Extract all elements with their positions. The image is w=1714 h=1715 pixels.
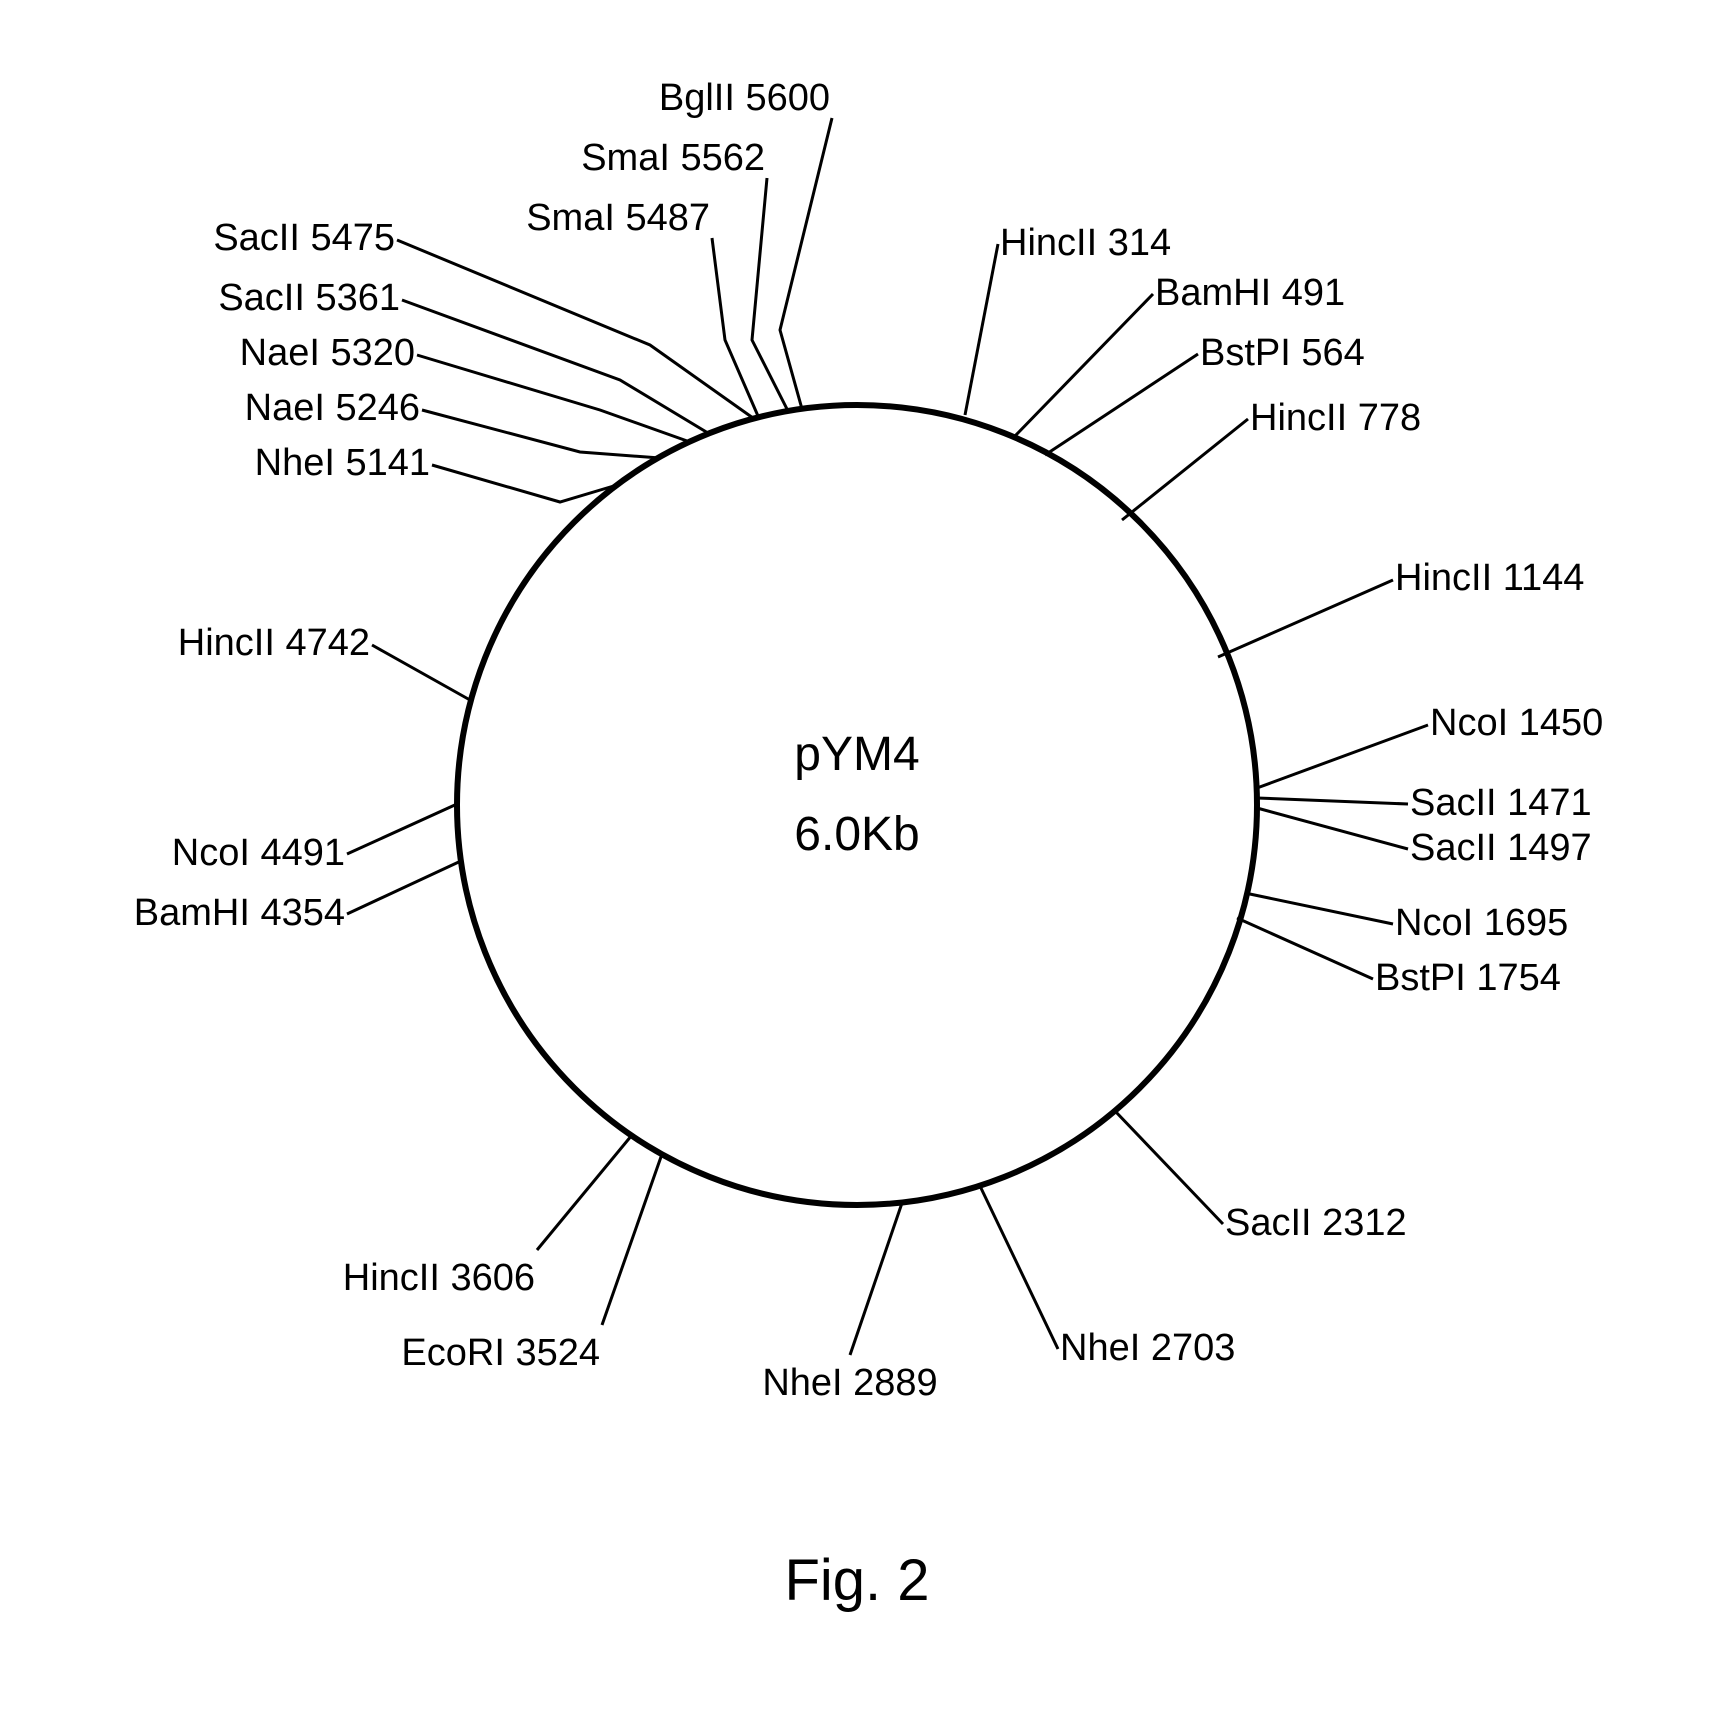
restriction-site-label: BamHI 491 bbox=[1155, 272, 1345, 314]
site-leader-line bbox=[1218, 580, 1393, 657]
site-leader-line bbox=[1237, 918, 1373, 979]
site-leader-line bbox=[1257, 725, 1428, 788]
site-leader-line bbox=[752, 178, 788, 411]
site-leader-line bbox=[397, 240, 753, 418]
site-leader-line bbox=[1045, 354, 1198, 455]
site-leader-line bbox=[1122, 419, 1248, 520]
restriction-site-label: SacII 1497 bbox=[1410, 827, 1592, 869]
plasmid-size: 6.0Kb bbox=[794, 808, 919, 861]
restriction-site-label: NaeI 5246 bbox=[245, 387, 420, 429]
site-leader-line bbox=[1015, 294, 1153, 436]
site-leader-line bbox=[402, 300, 708, 433]
site-leader-line bbox=[712, 238, 758, 416]
site-leader-line bbox=[1245, 893, 1393, 924]
site-leader-line bbox=[372, 645, 470, 700]
restriction-site-label: HincII 778 bbox=[1250, 397, 1421, 439]
restriction-site-label: SacII 5475 bbox=[213, 217, 395, 259]
restriction-site-label: NaeI 5320 bbox=[240, 332, 415, 374]
site-leader-line bbox=[965, 244, 998, 415]
restriction-site-label: BglII 5600 bbox=[659, 77, 830, 119]
site-leader-line bbox=[432, 465, 617, 502]
restriction-site-label: HincII 314 bbox=[1000, 222, 1171, 264]
site-leader-line bbox=[602, 1154, 662, 1325]
site-leader-line bbox=[1115, 1111, 1223, 1224]
restriction-site-label: NcoI 1695 bbox=[1395, 902, 1568, 944]
plasmid-circle bbox=[457, 405, 1257, 1205]
site-leader-line bbox=[780, 118, 832, 409]
site-leader-line bbox=[850, 1203, 902, 1355]
restriction-site-label: SacII 2312 bbox=[1225, 1202, 1407, 1244]
restriction-site-label: NheI 2703 bbox=[1060, 1327, 1235, 1369]
site-leader-line bbox=[1257, 798, 1408, 804]
site-leader-line bbox=[347, 860, 463, 914]
restriction-site-label: SacII 5361 bbox=[218, 277, 400, 319]
site-leader-line bbox=[1257, 808, 1408, 849]
restriction-site-label: NheI 5141 bbox=[255, 442, 430, 484]
restriction-site-label: HincII 1144 bbox=[1395, 557, 1584, 599]
figure-caption: Fig. 2 bbox=[784, 1548, 929, 1613]
restriction-site-label: NcoI 4491 bbox=[172, 832, 345, 874]
site-leader-line bbox=[347, 804, 457, 854]
restriction-site-label: BstPI 564 bbox=[1200, 332, 1365, 374]
site-leader-line bbox=[537, 1135, 632, 1250]
restriction-site-label: HincII 4742 bbox=[178, 622, 370, 664]
restriction-site-label: BstPI 1754 bbox=[1375, 957, 1561, 999]
site-leader-line bbox=[980, 1186, 1058, 1349]
restriction-site-label: NheI 2889 bbox=[762, 1362, 937, 1404]
restriction-site-label: SmaI 5487 bbox=[526, 197, 710, 239]
plasmid-name: pYM4 bbox=[794, 728, 919, 781]
restriction-site-label: EcoRI 3524 bbox=[401, 1332, 600, 1374]
restriction-site-label: SmaI 5562 bbox=[581, 137, 765, 179]
restriction-site-label: BamHI 4354 bbox=[134, 892, 345, 934]
plasmid-map: pYM4 6.0Kb Fig. 2 HincII 314 BamHI 491 BstPI … bbox=[0, 0, 1714, 1715]
restriction-site-label: NcoI 1450 bbox=[1430, 702, 1603, 744]
restriction-site-label: HincII 3606 bbox=[343, 1257, 535, 1299]
restriction-site-label: SacII 1471 bbox=[1410, 782, 1592, 824]
